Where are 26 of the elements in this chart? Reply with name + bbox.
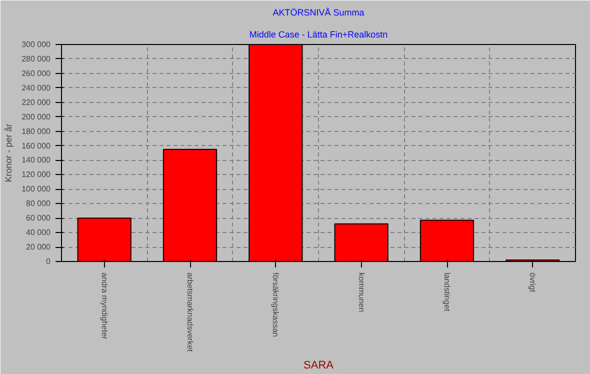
y-tick-label: 100 000 [22,184,52,194]
y-tick-label: 40 000 [26,228,52,238]
y-axis-title: Kronor - per år [4,124,14,182]
y-tick-label: 0 [46,257,52,266]
y-tick-label: 200 000 [22,112,52,122]
y-tick-label: 20 000 [26,242,52,252]
chart-title: AKTÖRSNIVÅ Summa [272,8,364,18]
y-tick-label: 140 000 [22,156,52,165]
y-tick-label: 180 000 [22,126,52,136]
y-tick-label: 120 000 [22,170,52,180]
y-tick-label: 300 000 [22,40,52,49]
x-tick-label: arbetsmarknadsverket [186,272,194,352]
chart-subtitle: Middle Case - Lätta Fin+Realkostn [249,30,388,40]
y-tick-label: 60 000 [26,214,52,223]
x-tick-label: landstinget [442,272,452,312]
x-tick-label: övrigt [528,272,538,293]
y-tick-label: 220 000 [22,98,52,107]
y-tick-label: 160 000 [22,141,52,150]
x-tick-label: kommunen [356,272,366,312]
y-tick-label: 80 000 [26,199,52,208]
y-tick-label: 240 000 [22,83,52,92]
y-tick-label: 260 000 [22,68,52,78]
y-tick-label: 280 000 [22,54,52,64]
x-axis-title: SARA [304,360,334,372]
x-tick-label: försäkringskassan [271,272,280,337]
x-tick-label: andra myndigheter [100,272,109,340]
